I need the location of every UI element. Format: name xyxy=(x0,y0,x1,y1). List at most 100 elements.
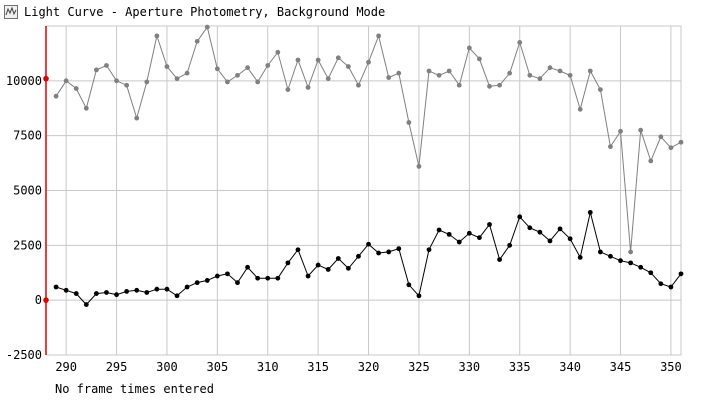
x-tick-label: 295 xyxy=(106,360,128,374)
series-top-point xyxy=(114,78,119,84)
x-tick-label: 290 xyxy=(55,360,77,374)
series-top-point xyxy=(477,56,482,62)
series-top-point xyxy=(93,67,99,73)
plot-grid xyxy=(45,25,682,356)
series-top-point xyxy=(83,105,89,111)
series-top-point xyxy=(315,57,321,63)
frame-cursor[interactable] xyxy=(43,26,49,355)
series-bottom-point xyxy=(63,287,69,293)
series-top-point xyxy=(275,49,281,55)
series-top-point xyxy=(325,76,331,82)
series-top-point xyxy=(235,72,240,78)
series-top-point xyxy=(53,93,59,99)
series-bottom-point xyxy=(93,291,99,296)
x-tick-labels: 290 295 300 305 310 315 320 325 330 335 340 345 350 xyxy=(55,360,681,374)
series-bottom-point xyxy=(517,214,523,220)
series-top-point xyxy=(134,115,140,121)
series-top-point xyxy=(184,70,190,76)
series-top-point xyxy=(628,249,634,255)
series-bottom-point xyxy=(446,231,452,237)
series-bottom-point xyxy=(225,271,230,277)
status-message: No frame times entered xyxy=(55,382,214,396)
series-top-point xyxy=(608,144,613,150)
series-bottom-point xyxy=(73,291,79,296)
series-top-point xyxy=(658,134,664,140)
series-bottom-point xyxy=(608,253,613,259)
cursor-marker-top xyxy=(43,75,49,82)
series-top-point xyxy=(63,78,69,84)
y-tick-label: 5000 xyxy=(13,184,42,198)
series-bottom-point xyxy=(164,286,170,292)
series-top-point xyxy=(497,82,502,88)
series-bottom-point xyxy=(124,288,130,294)
light-curve-app-icon xyxy=(4,5,18,19)
y-tick-label: 10000 xyxy=(6,74,42,88)
x-tick-label: 345 xyxy=(610,360,632,374)
plot-series xyxy=(53,24,684,307)
series-bottom-point xyxy=(275,275,281,281)
series-top-point xyxy=(154,33,160,39)
x-tick-label: 335 xyxy=(509,360,531,374)
series-top-point xyxy=(164,64,170,69)
series-top-point xyxy=(265,63,271,68)
x-tick-label: 325 xyxy=(408,360,430,374)
window-title: Light Curve - Aperture Photometry, Backg… xyxy=(24,5,386,19)
series-top-point xyxy=(386,75,392,80)
y-tick-labels: -2500 0 2500 5000 7500 10000 xyxy=(6,74,42,362)
series-top-point xyxy=(456,82,462,88)
series-top-point xyxy=(204,24,210,30)
series-bottom-point xyxy=(456,239,462,245)
series-bottom-point xyxy=(305,273,311,279)
x-tick-label: 315 xyxy=(307,360,329,374)
series-top-point xyxy=(527,72,533,78)
series-bottom-point xyxy=(567,236,573,242)
series-top-point xyxy=(376,33,382,39)
series-top-point xyxy=(557,68,563,74)
series-top-point xyxy=(466,45,472,51)
series-bottom-point xyxy=(426,247,432,253)
series-bottom-point xyxy=(638,264,644,270)
x-tick-label: 340 xyxy=(559,360,581,374)
series-bottom-point xyxy=(134,287,140,293)
series-bottom-point xyxy=(154,286,160,292)
series-bottom-point xyxy=(587,210,593,215)
x-tick-label: 320 xyxy=(358,360,380,374)
series-bottom-point xyxy=(194,280,200,286)
series-top-point xyxy=(335,55,341,61)
series-top-point xyxy=(104,63,109,68)
x-tick-label: 300 xyxy=(156,360,178,374)
series-bottom-point xyxy=(527,225,533,231)
series-bottom-point xyxy=(285,260,291,266)
series-top-point xyxy=(577,106,583,112)
x-tick-label: 310 xyxy=(257,360,279,374)
series-top-point xyxy=(406,120,412,125)
series-bottom-point xyxy=(668,284,674,290)
series-bottom-point xyxy=(477,235,482,241)
series-top-point xyxy=(366,59,371,65)
series-top-point xyxy=(295,57,301,63)
series-bottom-point xyxy=(204,278,210,283)
series-top-point xyxy=(356,82,361,88)
series-bottom-point xyxy=(104,290,109,295)
series-bottom-point xyxy=(537,229,543,235)
series-bottom-point xyxy=(315,262,321,268)
title-bar: Light Curve - Aperture Photometry, Backg… xyxy=(0,0,704,24)
series-bottom-point xyxy=(507,242,513,248)
series-top-point xyxy=(638,127,644,133)
series-top-point xyxy=(487,83,492,89)
series-bottom-point xyxy=(466,230,472,236)
series-top-point xyxy=(597,87,603,93)
series-bottom-point xyxy=(406,282,412,288)
series-bottom-point xyxy=(53,284,59,290)
series-top-point xyxy=(396,70,402,76)
series-bottom-point xyxy=(83,302,89,307)
series-bottom-point xyxy=(597,249,603,255)
series-bottom-point xyxy=(497,257,502,262)
series-bottom-point xyxy=(678,271,684,277)
series-bottom-point xyxy=(577,254,583,260)
series-top-point xyxy=(426,68,432,74)
series-top-point xyxy=(648,158,654,164)
series-top-point xyxy=(507,70,513,76)
series-bottom-point xyxy=(295,247,301,253)
